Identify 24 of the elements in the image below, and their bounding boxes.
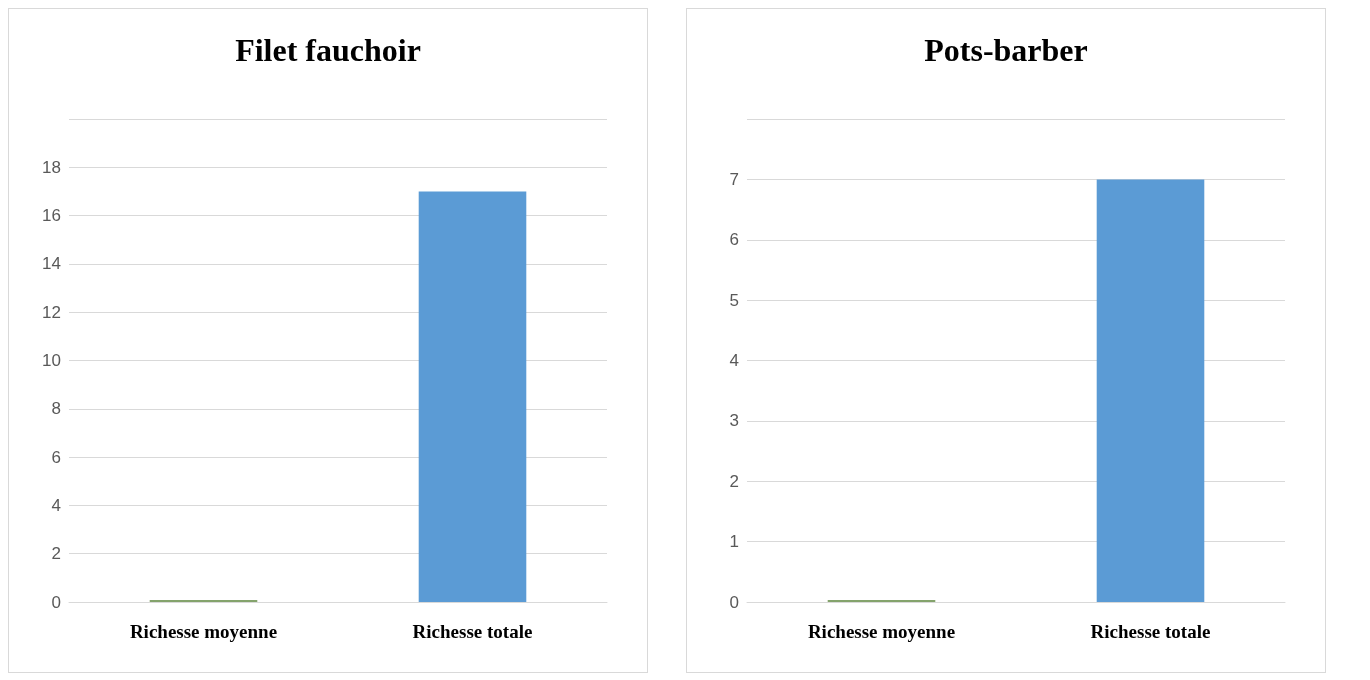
y-tick-label: 6 — [729, 230, 739, 250]
y-tick-label: 4 — [729, 351, 739, 370]
chart-title: Filet fauchoir — [235, 32, 421, 68]
y-tick-label: 2 — [51, 544, 61, 564]
y-tick-label: 0 — [729, 592, 739, 612]
x-tick-label: Richesse moyenne — [129, 621, 278, 642]
y-tick-label: 1 — [729, 532, 739, 552]
y-tick-label: 0 — [51, 592, 61, 612]
x-tick-label: Richesse totale — [412, 621, 533, 642]
y-tick-label: 10 — [42, 351, 61, 370]
y-tick-label: 12 — [42, 302, 61, 322]
y-tick-label: 2 — [729, 471, 739, 491]
y-tick-label: 16 — [42, 206, 61, 226]
y-tick-label: 4 — [51, 495, 61, 515]
chart-title: Pots-barber — [924, 32, 1088, 68]
x-tick-label: Richesse moyenne — [807, 621, 956, 642]
y-tick-label: 14 — [42, 254, 61, 274]
x-tick-label: Richesse totale — [1090, 621, 1211, 642]
y-tick-label: 8 — [51, 399, 61, 419]
y-tick-label: 7 — [729, 169, 739, 189]
y-tick-label: 18 — [42, 157, 61, 177]
y-tick-label: 5 — [729, 290, 739, 310]
y-tick-label: 6 — [51, 447, 61, 467]
y-tick-label: 3 — [729, 411, 739, 431]
